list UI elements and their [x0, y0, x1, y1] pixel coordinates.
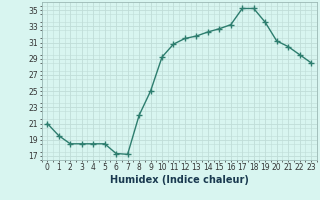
X-axis label: Humidex (Indice chaleur): Humidex (Indice chaleur) — [110, 175, 249, 185]
